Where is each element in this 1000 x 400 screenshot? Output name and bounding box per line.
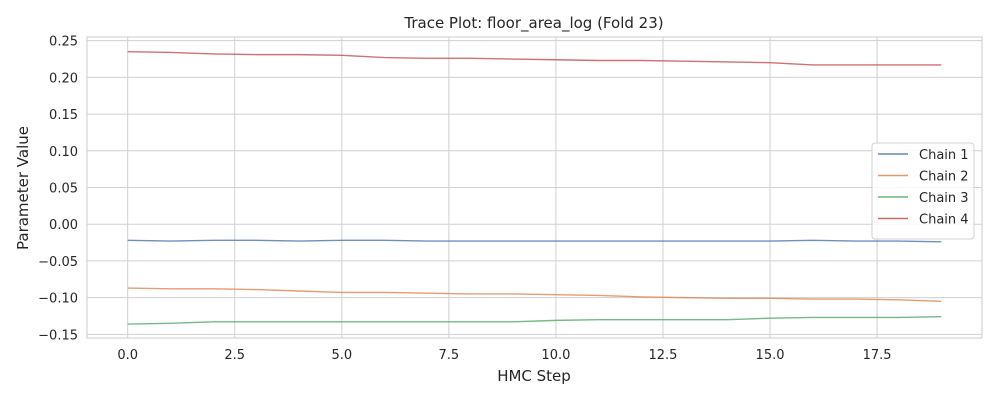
- y-tick-label: −0.05: [38, 255, 78, 270]
- series-line-chain-3: [127, 316, 942, 325]
- x-tick-label: 15.0: [756, 348, 785, 363]
- series-line-chain-2: [127, 287, 942, 302]
- y-tick-label: 0.05: [49, 182, 78, 197]
- x-tick-label: 10.0: [541, 348, 570, 363]
- chart-title: Trace Plot: floor_area_log (Fold 23): [403, 14, 663, 33]
- series-line-chain-1: [127, 239, 942, 243]
- x-tick-label: 17.5: [863, 348, 892, 363]
- x-tick-label: 2.5: [224, 348, 245, 363]
- plot-frame: [86, 36, 983, 339]
- y-tick-label: 0.00: [49, 218, 78, 233]
- y-tick-label: −0.15: [38, 328, 78, 343]
- legend-label: Chain 4: [919, 213, 969, 228]
- y-tick-label: 0.10: [49, 145, 78, 160]
- y-tick-label: 0.15: [49, 108, 78, 123]
- y-tick-label: 0.20: [49, 71, 78, 86]
- y-axis-label: Parameter Value: [14, 126, 32, 250]
- legend-label: Chain 1: [919, 148, 969, 163]
- y-tick-label: −0.10: [38, 292, 78, 307]
- y-tick-label: 0.25: [49, 35, 78, 50]
- x-tick-label: 0.0: [117, 348, 138, 363]
- legend-box: [871, 142, 975, 240]
- legend-label: Chain 3: [919, 191, 969, 206]
- plot-area: 0.0 2.5 5.0 7.5 10.0 12.5 15.0 17.5 −0.15 −0.10 −0…: [38, 35, 983, 363]
- x-axis-label: HMC Step: [497, 367, 571, 385]
- x-tick-label: 7.5: [439, 348, 460, 363]
- x-tick-label: 12.5: [648, 348, 677, 363]
- x-tick-label: 5.0: [331, 348, 352, 363]
- legend-label: Chain 2: [919, 170, 969, 185]
- series-line-chain-4: [127, 50, 942, 66]
